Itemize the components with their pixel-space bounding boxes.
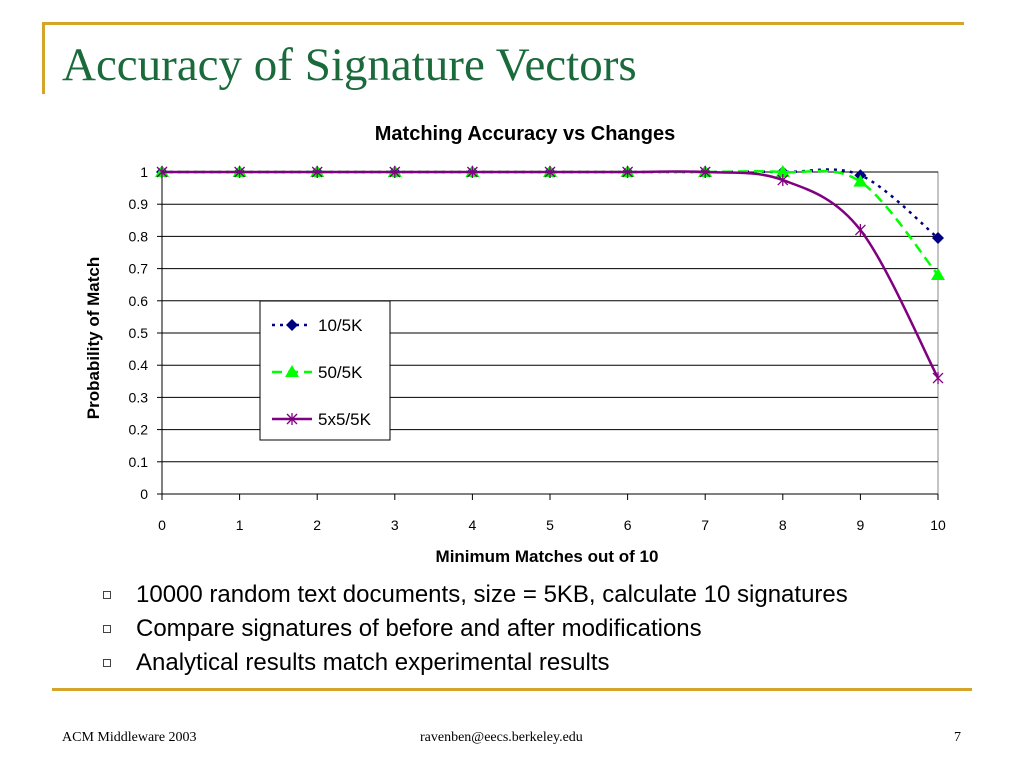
data-point [932,232,944,245]
page-number: 7 [954,730,961,745]
bullet-square-icon [103,659,111,667]
legend-marker [285,365,299,377]
data-point [544,166,556,178]
legend: 10/5K 50/5K 5x5/5K [259,300,391,441]
bullet-text: 10000 random text documents, size = 5KB,… [136,581,848,608]
legend-label: 50/5K [318,363,363,382]
legend-label: 10/5K [318,316,363,335]
data-point [931,268,945,281]
y-tick-label: 0.2 [129,422,149,438]
y-tick-label: 0.8 [129,228,149,244]
data-point [699,166,711,178]
y-tick-label: 0 [140,486,148,502]
data-point [622,166,634,178]
title-accent-bar [42,22,45,94]
axes: 00.10.20.30.40.50.60.70.80.910 1 2 3 4 5 6 7 8 9 1… [129,164,946,533]
legend-marker [286,319,298,331]
data-point [932,372,944,385]
legend-item: 50/5K [272,363,363,382]
data-point [777,174,789,187]
data-point [466,166,478,178]
legend-label: 5x5/5K [318,410,372,429]
data-point [234,166,246,178]
bullet-item: Compare signatures of before and after m… [100,612,848,646]
bullet-item: 10000 random text documents, size = 5KB,… [100,578,848,612]
x-tick-label: 7 [701,517,709,533]
x-tick-label: 8 [779,517,787,533]
series-line [161,170,940,379]
data-point [775,165,790,177]
x-tick-label: 4 [469,517,477,533]
series-2 [156,166,944,385]
data-point [311,166,323,178]
footer-rule [52,688,972,691]
x-tick-label: 6 [624,517,632,533]
y-tick-label: 0.3 [129,389,149,405]
bullet-text: Compare signatures of before and after m… [136,615,702,642]
title-top-rule [42,22,964,25]
footer-conference: ACM Middleware 2003 [62,730,197,745]
x-tick-label: 5 [546,517,554,533]
series-layer [155,165,945,385]
x-axis-title: Minimum Matches out of 10 [436,547,659,566]
legend-item: 10/5K [272,316,363,335]
chart: Matching Accuracy vs Changes 0 0.1 0.2 0.3 0… [84,123,946,566]
data-point [156,166,168,178]
y-tick-label: 0.5 [129,325,149,341]
x-tick-label: 9 [857,517,865,533]
data-point [854,223,866,236]
x-tick-label: 3 [391,517,399,533]
y-tick-label: 0.6 [129,293,149,309]
bullet-list: 10000 random text documents, size = 5KB,… [100,578,848,680]
legend-marker [286,413,298,425]
chart-title: Matching Accuracy vs Changes [375,123,675,145]
x-tick-label: 1 [236,517,244,533]
y-tick-label: 0.7 [129,261,149,277]
x-tick-label: 2 [313,517,321,533]
bullet-square-icon [103,591,111,599]
y-tick-label: 0.9 [129,196,149,212]
legend-item: 5x5/5K [272,410,372,429]
slide-title: Accuracy of Signature Vectors [62,39,637,91]
x-tick-label: 0 [158,517,166,533]
y-axis-title: Probability of Match [84,257,103,419]
data-point [853,174,868,187]
bullet-square-icon [103,625,111,633]
data-point [389,166,401,178]
footer-email: ravenben@eecs.berkeley.edu [420,730,583,745]
y-tick-label: 1 [140,164,148,180]
bullet-text: Analytical results match experimental re… [136,649,610,676]
y-tick-label: 0.1 [129,454,149,470]
y-tick-label: 0.4 [129,357,149,373]
x-tick-label: 10 [930,517,946,533]
bullet-item: Analytical results match experimental re… [100,646,848,680]
